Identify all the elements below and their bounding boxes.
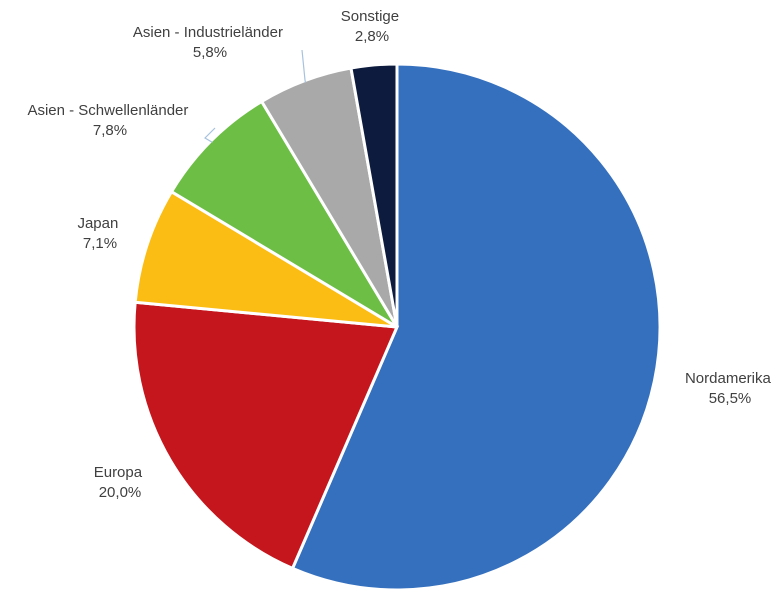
leader-line-asien-schwellenlaender [204,127,216,143]
label-asien-industrielaender: Asien - Industrieländer 5,8% [133,24,287,61]
pie-slice-sonstige [349,62,399,328]
label-leader-lines [204,49,307,143]
pie-slice-japan [133,189,398,329]
label-japan: Japan 7,1% [77,215,122,252]
label-sonstige: Sonstige 2,8% [341,8,404,45]
label-asien-schwellenlaender: Asien - Schwellenländer 7,8% [27,102,192,139]
label-europa: Europa 20,0% [94,464,147,501]
pie-slice-nordamerika [290,62,662,589]
pie-slice-europa [132,300,400,571]
leader-line-asien-industrielaender [301,49,307,83]
pie-slices [132,62,662,589]
label-nordamerika: Nordamerika 56,5% [685,370,775,407]
